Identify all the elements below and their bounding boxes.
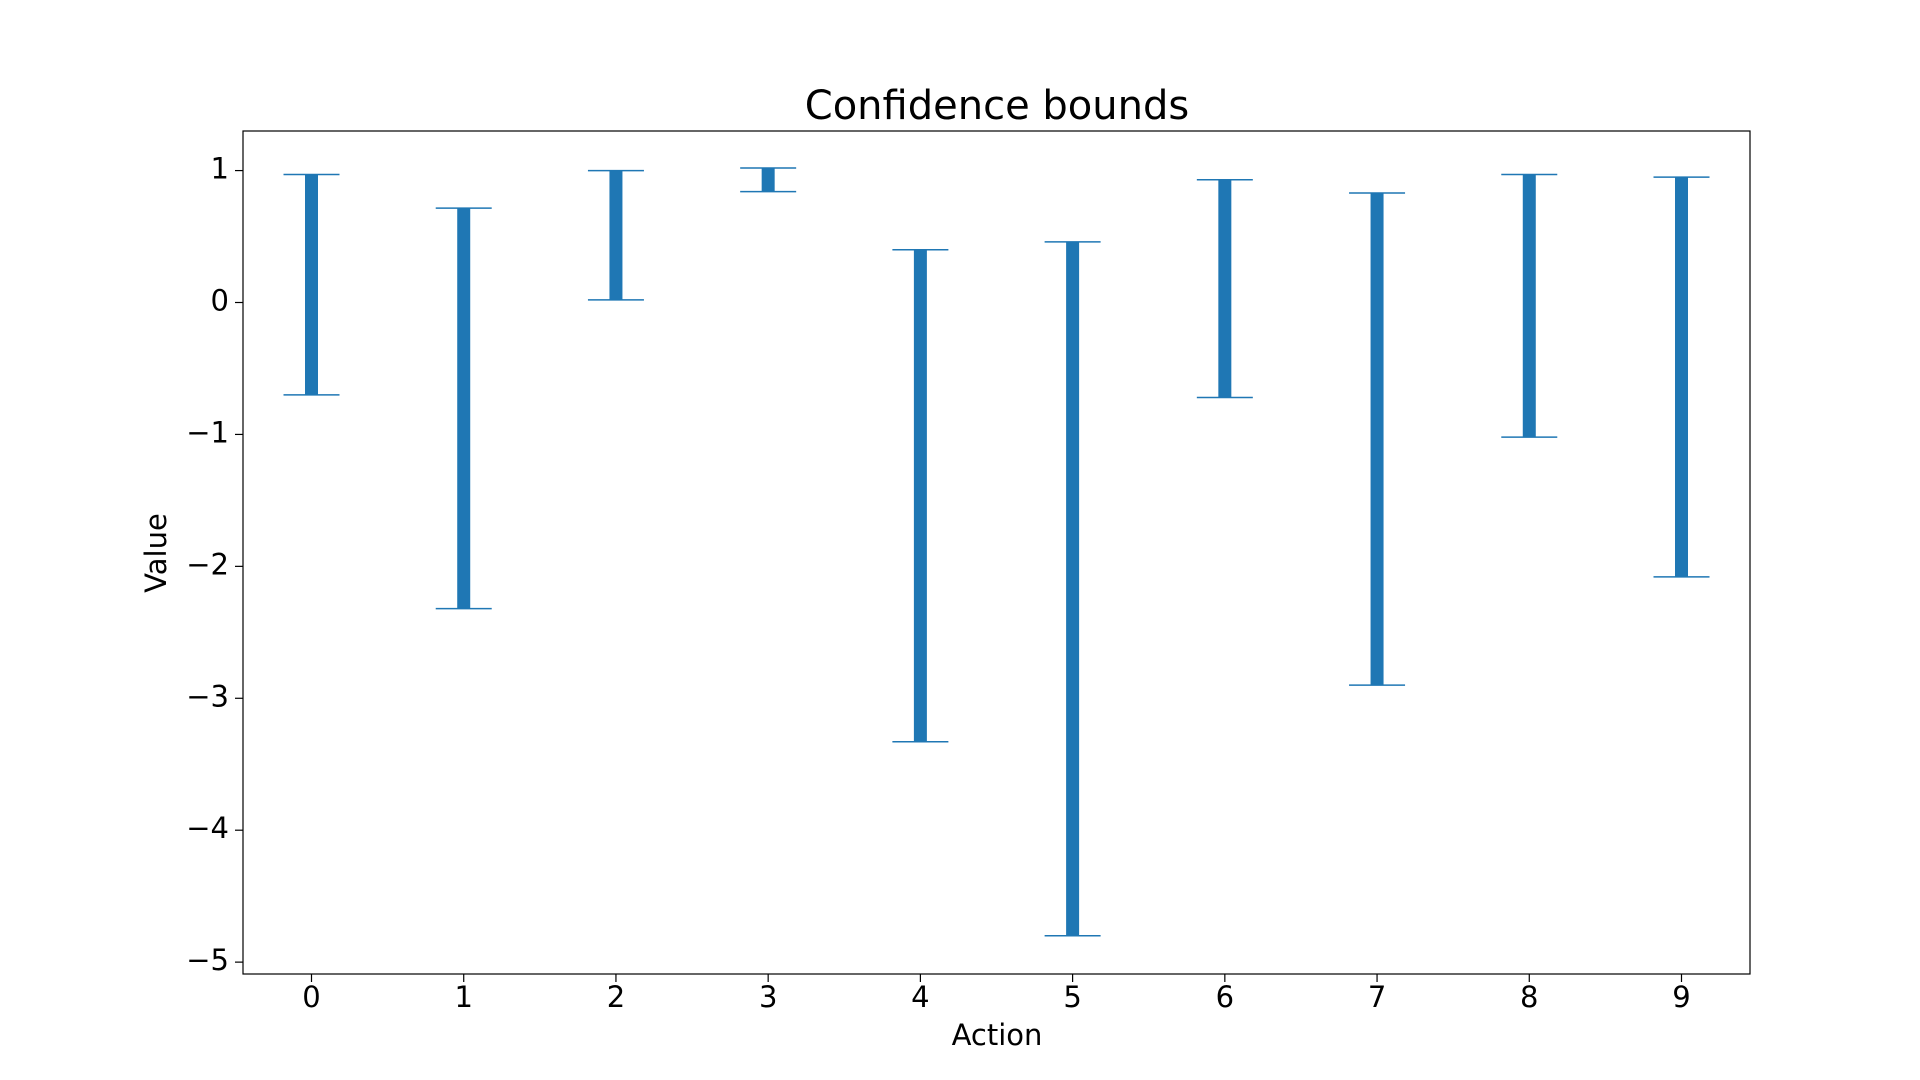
x-tick-label: 6 <box>1216 980 1234 1014</box>
y-tick-label: −5 <box>186 943 229 977</box>
y-tick-label: −1 <box>186 415 229 449</box>
plot-frame <box>242 130 1751 975</box>
chart-title: Confidence bounds <box>805 83 1189 129</box>
y-tick-label: −3 <box>186 679 229 713</box>
x-axis-label: Action <box>952 1018 1043 1052</box>
range-bar <box>1370 193 1384 686</box>
x-tick-label: 8 <box>1520 980 1538 1014</box>
x-tick-label: 4 <box>911 980 929 1014</box>
range-bar <box>1066 241 1080 936</box>
x-tick-label: 5 <box>1063 980 1081 1014</box>
x-tick-label: 9 <box>1672 980 1690 1014</box>
y-axis-label: Value <box>139 513 173 593</box>
range-bar <box>1218 179 1232 398</box>
x-tick-label: 0 <box>302 980 320 1014</box>
y-tick-label: 0 <box>211 284 229 318</box>
y-tick-label: −2 <box>186 547 229 581</box>
range-bar <box>609 170 623 300</box>
y-tick-label: 1 <box>211 152 229 186</box>
range-bar <box>1675 177 1688 577</box>
range-bar <box>457 208 471 609</box>
range-bar <box>761 167 775 192</box>
x-tick-label: 7 <box>1368 980 1386 1014</box>
y-tick-label: −4 <box>186 811 229 845</box>
x-tick-label: 1 <box>454 980 472 1014</box>
x-tick-label: 3 <box>759 980 777 1014</box>
x-tick-label: 2 <box>607 980 625 1014</box>
range-bar <box>913 249 927 742</box>
range-bar <box>305 174 318 395</box>
range-bar <box>1522 174 1536 438</box>
